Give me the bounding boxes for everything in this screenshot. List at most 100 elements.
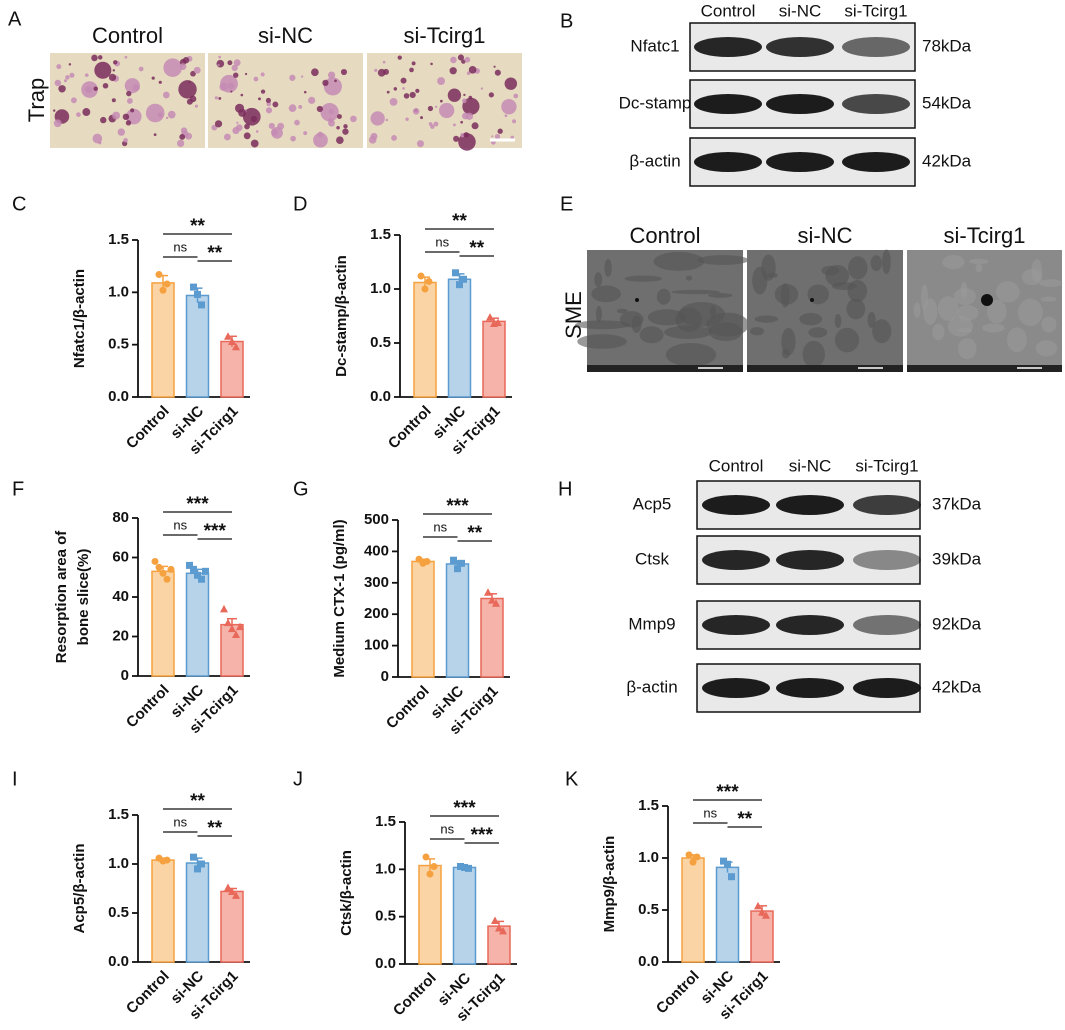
stain xyxy=(84,85,93,94)
data-point xyxy=(224,883,232,892)
texture xyxy=(802,340,825,368)
bar xyxy=(445,563,470,678)
band xyxy=(694,152,762,172)
stain xyxy=(91,54,98,62)
stain xyxy=(397,55,402,60)
texture xyxy=(982,323,1005,333)
x-tick-label: Control xyxy=(123,968,173,1018)
bar xyxy=(151,570,175,677)
data-point xyxy=(186,561,193,569)
stain xyxy=(214,120,223,128)
stain xyxy=(122,113,130,121)
stain xyxy=(53,109,56,112)
column-label: si-Tcirg1 xyxy=(404,23,486,48)
bar xyxy=(715,866,740,963)
stain xyxy=(227,82,235,90)
bar xyxy=(185,862,210,963)
y-tick-label: 0.0 xyxy=(108,953,129,970)
band xyxy=(766,94,834,114)
stain xyxy=(180,127,188,134)
data-point xyxy=(495,924,503,932)
panel-letter: B xyxy=(560,10,573,32)
texture xyxy=(867,311,876,328)
stain xyxy=(458,133,476,151)
stain xyxy=(340,68,348,76)
texture xyxy=(752,266,768,295)
protein-label: Mmp9 xyxy=(628,614,675,633)
row-label: SME xyxy=(561,291,586,339)
significance-label: ns xyxy=(173,239,187,254)
stain xyxy=(211,124,218,131)
column-label: si-NC xyxy=(779,1,822,20)
stain xyxy=(223,133,231,141)
stain xyxy=(112,111,121,120)
significance-label: ns xyxy=(435,234,449,249)
stain xyxy=(433,121,439,127)
bar xyxy=(413,281,437,398)
band xyxy=(853,495,921,515)
stain xyxy=(214,96,218,100)
data-point xyxy=(232,891,240,899)
data-point xyxy=(720,857,727,865)
stain xyxy=(430,124,435,129)
micrograph xyxy=(208,53,363,148)
texture xyxy=(995,281,1020,303)
stain xyxy=(328,108,335,115)
stain xyxy=(336,126,340,130)
significance-label: *** xyxy=(204,521,227,542)
stain xyxy=(272,101,279,108)
stain xyxy=(311,68,319,77)
y-axis-label: Acp5/β-actin xyxy=(71,843,88,933)
texture xyxy=(846,298,866,320)
column-label: si-Tcirg1 xyxy=(855,456,918,475)
stain xyxy=(179,133,186,140)
data-point xyxy=(417,272,425,280)
data-point xyxy=(426,870,434,878)
stain xyxy=(54,79,62,87)
column-label: si-NC xyxy=(798,223,853,248)
y-tick-label: 1.5 xyxy=(638,797,659,814)
data-point xyxy=(486,313,494,321)
stain xyxy=(415,88,420,93)
texture xyxy=(808,327,828,338)
y-tick-label: 40 xyxy=(112,588,129,605)
stain xyxy=(494,133,501,140)
protein-label: Dc-stamp xyxy=(619,93,692,112)
stain xyxy=(244,123,250,130)
data-point xyxy=(488,596,496,604)
stain xyxy=(111,98,116,103)
stain xyxy=(162,91,170,99)
stain xyxy=(290,135,296,142)
significance-label: ns xyxy=(433,519,447,534)
data-point xyxy=(425,277,433,285)
stain xyxy=(368,136,377,144)
texture xyxy=(656,288,671,305)
column-label: Control xyxy=(709,456,764,475)
column-label: si-NC xyxy=(789,456,832,475)
stain xyxy=(385,118,389,122)
x-tick-label: Control xyxy=(653,968,703,1018)
column-label: Control xyxy=(701,1,756,20)
stain xyxy=(288,104,297,113)
texture xyxy=(834,313,842,329)
stain xyxy=(230,90,233,93)
data-point xyxy=(754,901,762,910)
data-point xyxy=(224,618,232,627)
protein-label: Nfatc1 xyxy=(630,36,679,55)
y-axis-label: Dc-stamp/β-actin xyxy=(333,255,350,377)
stain xyxy=(265,107,273,114)
stain xyxy=(439,99,443,103)
size-label: 78kDa xyxy=(922,36,972,55)
data-point xyxy=(232,630,240,639)
stain xyxy=(145,103,165,123)
stain xyxy=(165,116,169,120)
texture xyxy=(913,302,921,318)
column-label: Control xyxy=(630,223,701,248)
sem-footer xyxy=(587,365,743,372)
data-point xyxy=(198,575,205,583)
stain xyxy=(65,75,70,80)
data-point xyxy=(159,569,167,577)
stain xyxy=(244,72,248,76)
texture xyxy=(697,255,749,265)
texture xyxy=(1031,259,1043,283)
